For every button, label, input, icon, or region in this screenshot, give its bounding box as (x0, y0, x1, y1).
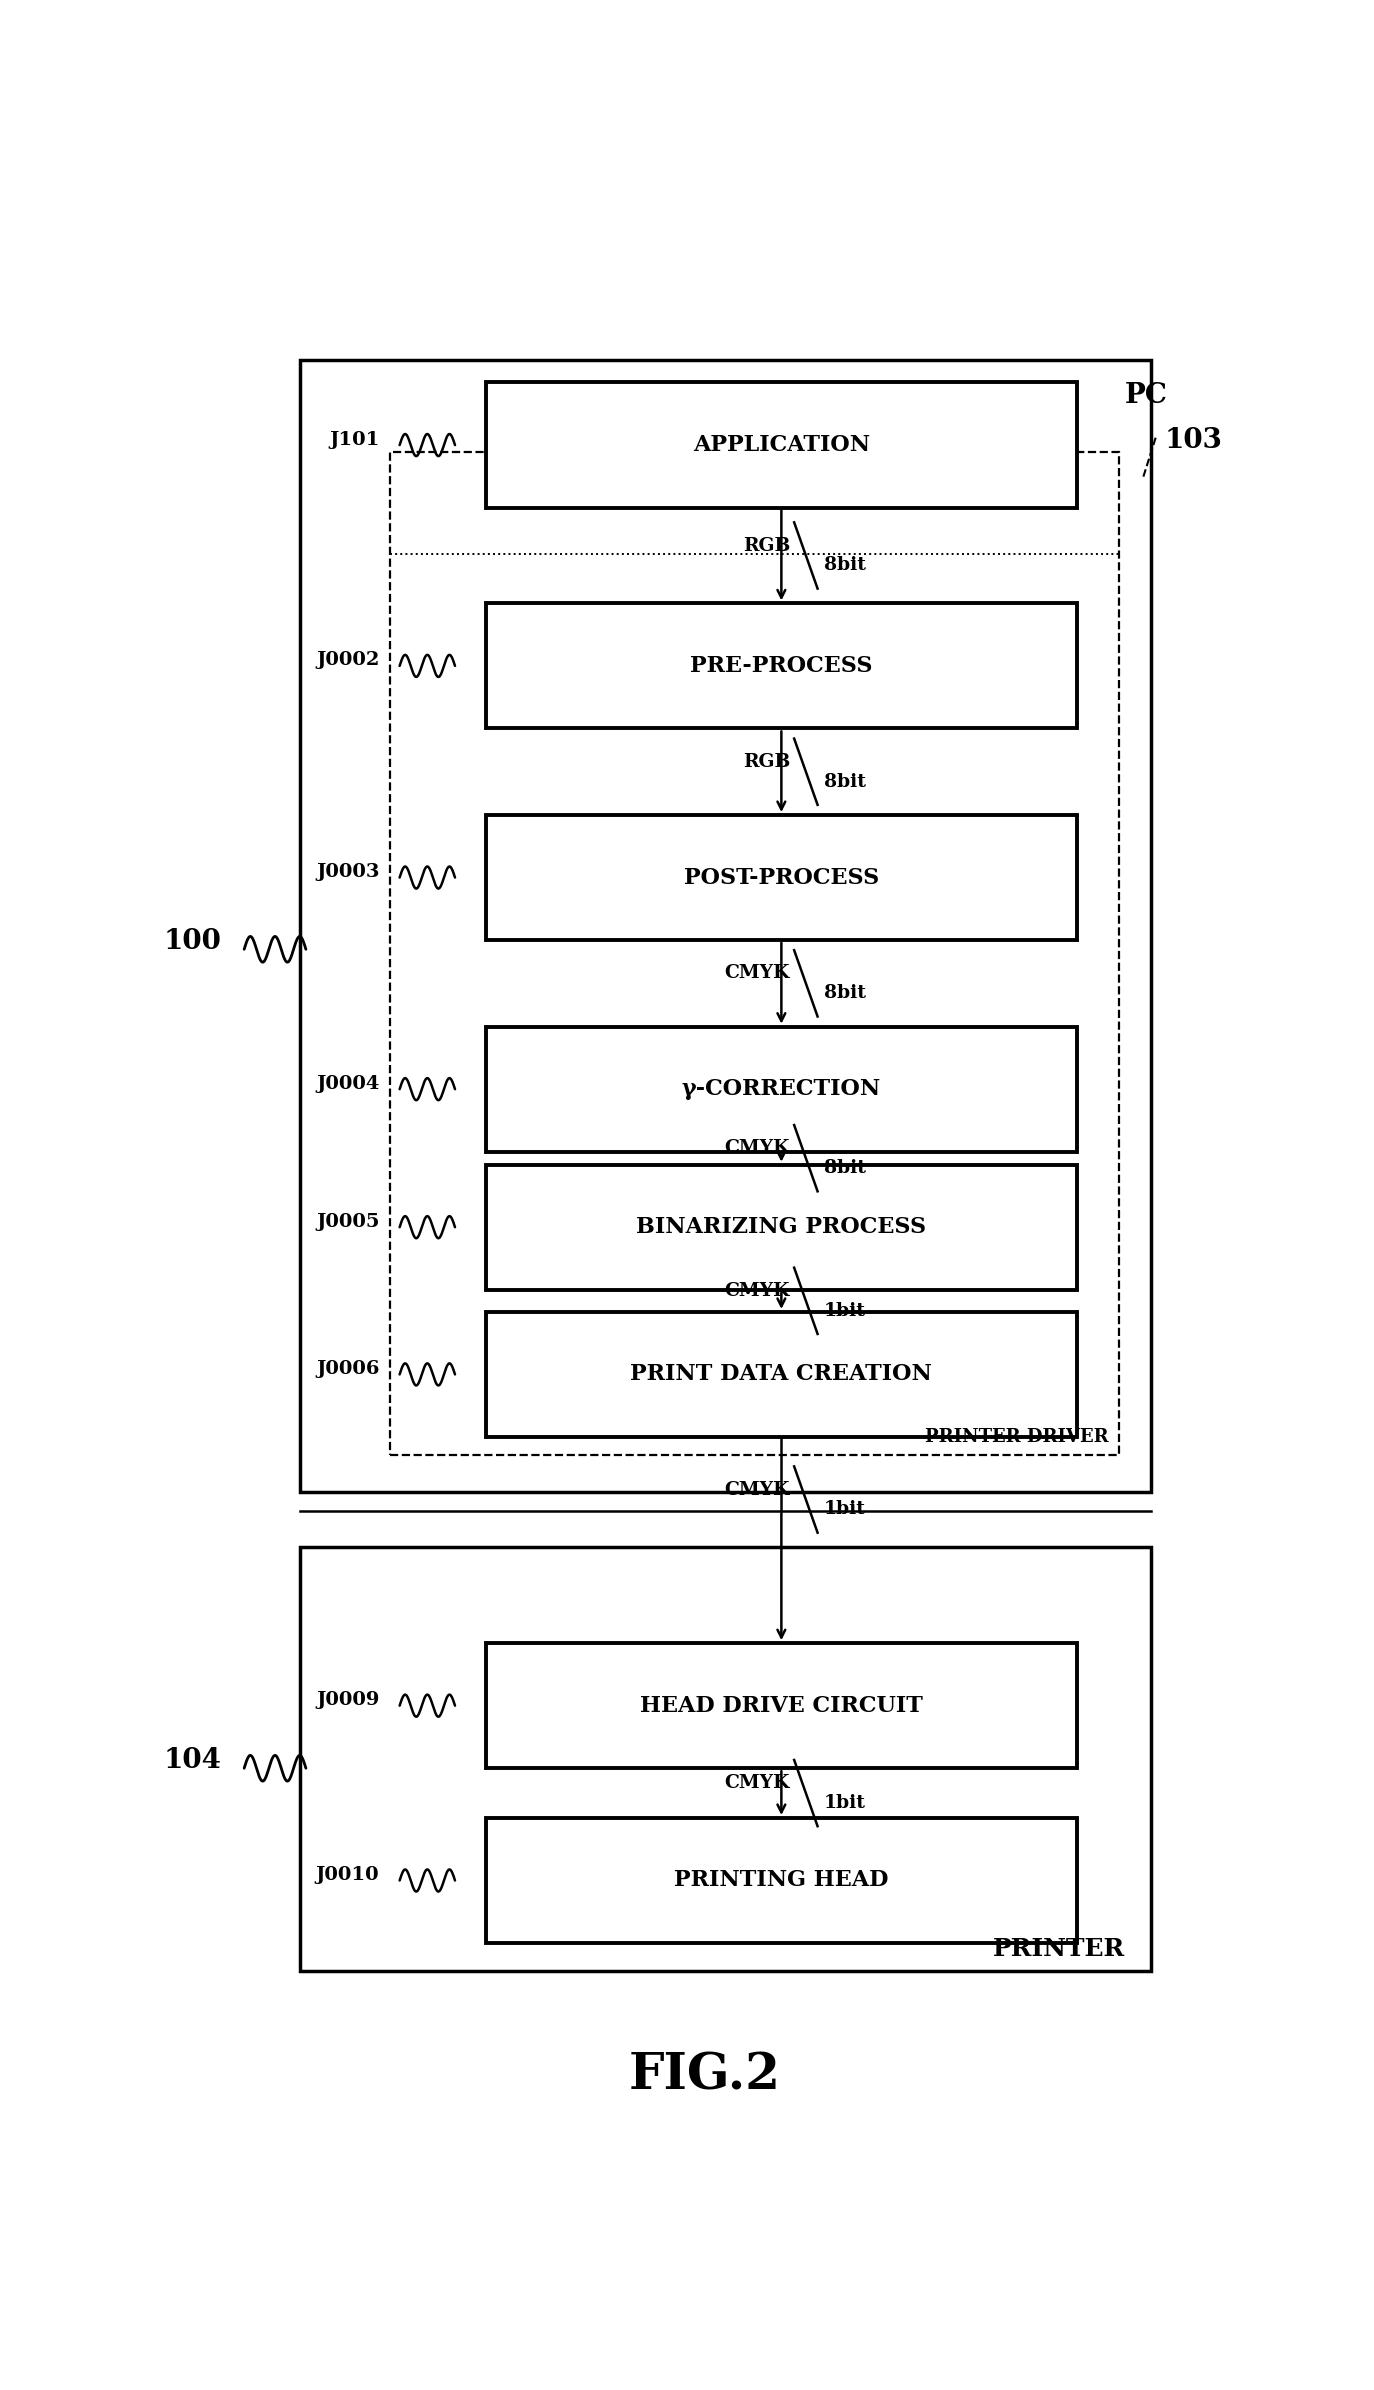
Text: POST-PROCESS: POST-PROCESS (684, 868, 879, 889)
Text: PRINTER DRIVER: PRINTER DRIVER (925, 1429, 1109, 1446)
Text: RGB: RGB (742, 753, 790, 772)
FancyBboxPatch shape (486, 1819, 1077, 1943)
FancyBboxPatch shape (300, 361, 1151, 1491)
FancyBboxPatch shape (486, 1312, 1077, 1436)
Text: PRINT DATA CREATION: PRINT DATA CREATION (631, 1362, 933, 1386)
Text: 8bit: 8bit (824, 772, 866, 791)
Text: 1bit: 1bit (824, 1303, 866, 1319)
FancyBboxPatch shape (486, 1164, 1077, 1291)
Text: 8bit: 8bit (824, 557, 866, 574)
Text: APPLICATION: APPLICATION (692, 435, 870, 456)
Text: CMYK: CMYK (724, 1482, 790, 1499)
FancyBboxPatch shape (300, 1546, 1151, 1972)
Text: BINARIZING PROCESS: BINARIZING PROCESS (636, 1217, 926, 1238)
Text: FIG.2: FIG.2 (628, 2051, 780, 2101)
FancyBboxPatch shape (486, 382, 1077, 507)
Text: J0006: J0006 (316, 1360, 379, 1379)
Text: PRINTER: PRINTER (992, 1938, 1125, 1962)
Text: 1bit: 1bit (824, 1501, 866, 1518)
Text: RGB: RGB (742, 535, 790, 554)
Text: γ-CORRECTION: γ-CORRECTION (682, 1078, 881, 1099)
Text: CMYK: CMYK (724, 966, 790, 982)
Text: J0010: J0010 (316, 1867, 379, 1883)
Text: HEAD DRIVE CIRCUIT: HEAD DRIVE CIRCUIT (640, 1695, 923, 1716)
Text: J0004: J0004 (316, 1076, 379, 1092)
Text: CMYK: CMYK (724, 1140, 790, 1157)
FancyBboxPatch shape (486, 1642, 1077, 1769)
Text: 8bit: 8bit (824, 1159, 866, 1178)
Text: 104: 104 (164, 1747, 221, 1773)
FancyBboxPatch shape (486, 1028, 1077, 1152)
Text: J0003: J0003 (316, 863, 379, 882)
FancyBboxPatch shape (390, 452, 1120, 1456)
Text: J101: J101 (328, 430, 379, 449)
Text: 1bit: 1bit (824, 1795, 866, 1812)
Text: CMYK: CMYK (724, 1281, 790, 1300)
Text: PC: PC (1124, 382, 1168, 409)
Text: J0009: J0009 (316, 1692, 379, 1709)
Text: PRE-PROCESS: PRE-PROCESS (690, 655, 872, 676)
Text: 103: 103 (1164, 428, 1221, 454)
Text: 8bit: 8bit (824, 985, 866, 1001)
Text: PRINTING HEAD: PRINTING HEAD (675, 1869, 889, 1890)
Text: CMYK: CMYK (724, 1773, 790, 1792)
FancyBboxPatch shape (486, 602, 1077, 729)
Text: J0002: J0002 (316, 652, 379, 669)
Text: 100: 100 (164, 927, 221, 956)
Text: J0005: J0005 (316, 1212, 379, 1231)
FancyBboxPatch shape (486, 815, 1077, 939)
